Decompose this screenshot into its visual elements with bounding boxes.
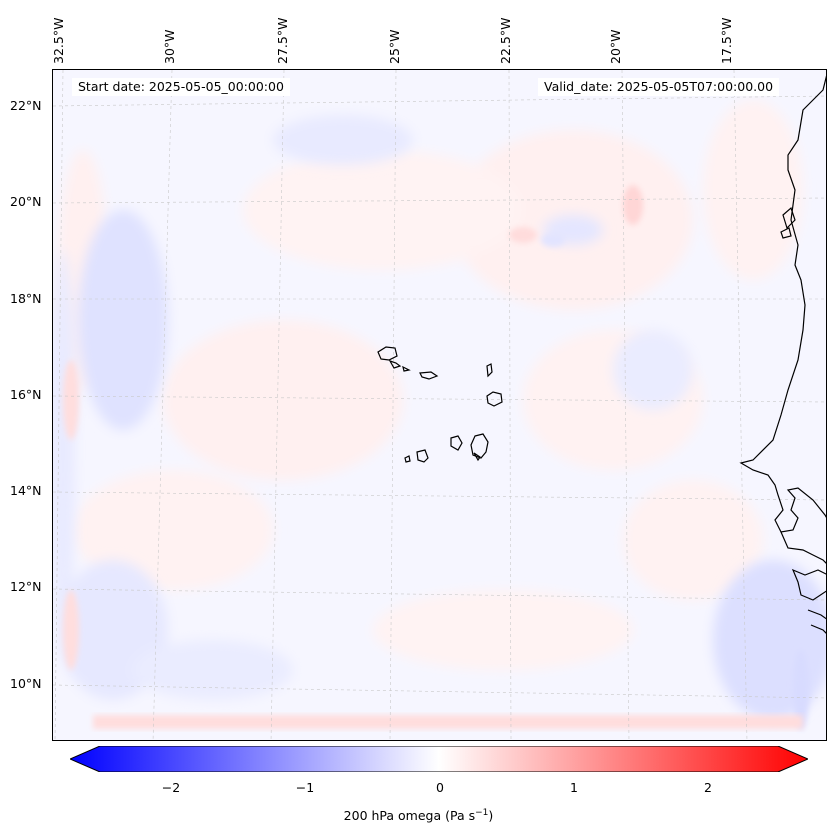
coastline [739, 75, 826, 634]
lon-label-20w: 20°W [608, 29, 623, 64]
colorbar-tick-1: 1 [570, 780, 578, 795]
lat-label-20n: 20°N [10, 194, 42, 209]
omega-field-map [53, 70, 826, 740]
lat-label-22n: 22°N [10, 98, 42, 113]
omega-shading [53, 70, 826, 740]
lon-label-17-5w: 17.5°W [719, 17, 734, 64]
colorbar-tick-0: 0 [436, 780, 444, 795]
valid-date-label: Valid_date: 2025-05-05T07:00:00.00 [538, 78, 780, 96]
colorbar-tick-2: 2 [704, 780, 712, 795]
lon-label-32-5w: 32.5°W [51, 17, 66, 64]
colorbar-tick-neg1: −1 [295, 780, 315, 795]
colorbar-variable: 200 hPa omega [343, 808, 442, 824]
colorbar-label: 200 hPa omega (Pa s−1) [343, 808, 494, 824]
colorbar [70, 746, 808, 772]
lat-label-18n: 18°N [10, 291, 42, 306]
lon-label-30w: 30°W [162, 29, 177, 64]
gridlines [53, 70, 826, 740]
colorbar-tick-neg2: −2 [161, 780, 181, 795]
start-date-label: Start date: 2025-05-05_00:00:00 [72, 78, 290, 96]
cape-verde-islands [377, 346, 503, 463]
lat-label-14n: 14°N [10, 483, 42, 498]
lat-label-10n: 10°N [10, 676, 42, 691]
lon-label-25w: 25°W [387, 29, 402, 64]
colorbar-units-exponent: −1 [475, 808, 489, 818]
lon-label-22-5w: 22.5°W [498, 17, 513, 64]
map-panel[interactable] [52, 69, 827, 741]
lon-label-27-5w: 27.5°W [275, 17, 290, 64]
lat-label-16n: 16°N [10, 387, 42, 402]
colorbar-units: Pa s [450, 808, 476, 824]
lat-label-12n: 12°N [10, 579, 42, 594]
